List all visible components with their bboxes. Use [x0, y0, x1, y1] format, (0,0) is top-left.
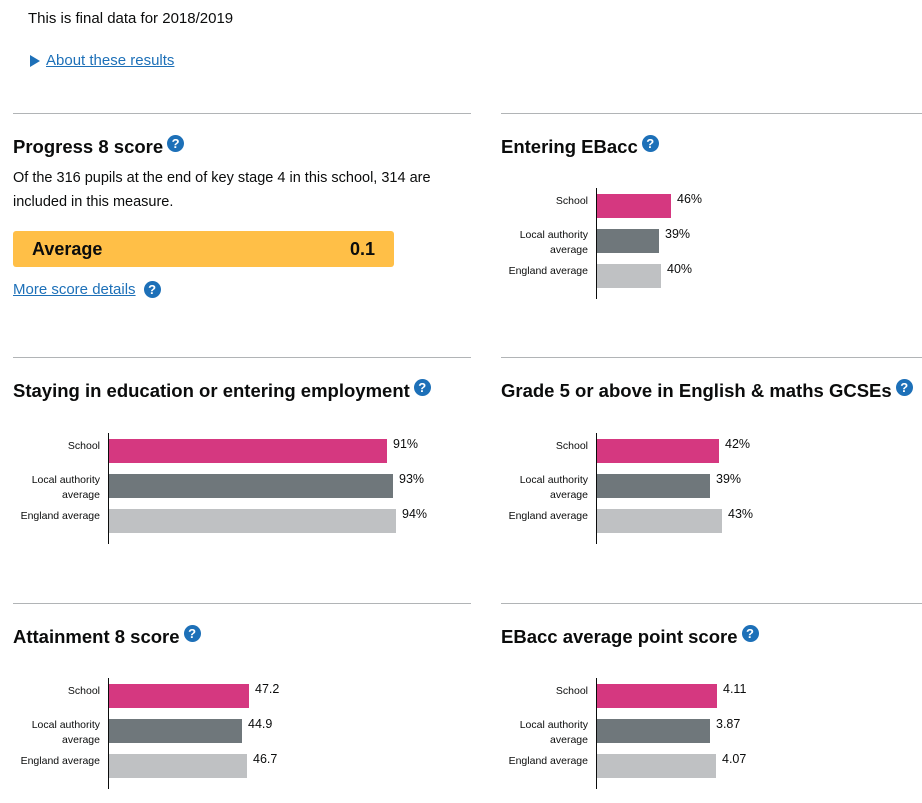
triangle-right-icon: [30, 54, 40, 67]
category-label-local-authority: Local authority average: [519, 229, 588, 256]
more-score-details: More score details ?: [13, 281, 161, 298]
value-label-school: 42%: [725, 437, 751, 451]
panel-staying-education: Staying in education or entering employm…: [13, 357, 471, 578]
category-label-local-authority: Local authority average: [31, 474, 100, 501]
value-label-local-authority: 39%: [665, 227, 691, 241]
progress8-score-band: Average 0.1: [13, 231, 394, 267]
chart-axis: [596, 678, 597, 789]
bar-school: [109, 439, 387, 463]
help-icon[interactable]: ?: [167, 134, 185, 152]
help-icon[interactable]: ?: [741, 624, 759, 642]
bar-local-authority: [597, 719, 710, 743]
value-label-local-authority: 39%: [716, 472, 742, 486]
value-label-england: 43%: [728, 507, 754, 521]
about-results-toggle[interactable]: About these results: [30, 52, 174, 69]
progress8-title: Progress 8 score?: [13, 134, 185, 158]
panel-title: Staying in education or entering employm…: [13, 378, 431, 402]
final-data-note: This is final data for 2018/2019: [28, 10, 234, 27]
panel-grade5: Grade 5 or above in English & maths GCSE…: [501, 357, 922, 578]
category-label-england: England average: [20, 510, 100, 522]
value-label-england: 46.7: [253, 752, 278, 766]
category-label-england: England average: [508, 510, 588, 522]
chart-axis: [108, 678, 109, 789]
category-label-school: School: [555, 195, 588, 207]
help-icon[interactable]: ?: [413, 378, 431, 396]
value-label-school: 91%: [393, 437, 419, 451]
more-score-details-link[interactable]: More score details: [13, 281, 136, 298]
bar-school: [597, 439, 719, 463]
category-label-school: School: [555, 440, 588, 452]
about-results-link[interactable]: About these results: [46, 52, 175, 69]
bar-england: [109, 754, 247, 778]
category-label-local-authority: Local authority average: [31, 719, 100, 746]
help-icon[interactable]: ?: [143, 281, 161, 298]
value-label-local-authority: 3.87: [716, 717, 741, 731]
bar-chart: School 47.2 Local authority average 44.9 Engl…: [13, 678, 463, 798]
value-label-school: 46%: [677, 192, 703, 206]
panel-attainment8: Attainment 8 score? School 47.2 Local auth…: [13, 603, 471, 803]
bar-school: [109, 684, 249, 708]
panel-title: EBacc average point score?: [501, 624, 759, 648]
category-label-england: England average: [20, 755, 100, 767]
progress8-band-label: Average: [32, 239, 103, 259]
bar-local-authority: [597, 474, 710, 498]
panel-ebacc-aps: EBacc average point score? School 4.11 Loc…: [501, 603, 922, 803]
value-label-england: 40%: [667, 262, 693, 276]
help-icon[interactable]: ?: [641, 134, 659, 152]
panel-title: Grade 5 or above in English & maths GCSE…: [501, 378, 913, 402]
category-label-local-authority: Local authority average: [519, 474, 588, 501]
category-label-school: School: [555, 685, 588, 697]
bar-school: [597, 194, 671, 218]
bar-england: [597, 264, 661, 288]
progress8-band-value: 0.1: [349, 239, 375, 259]
chart-axis: [108, 433, 109, 544]
panel-title: Attainment 8 score?: [13, 624, 201, 648]
value-label-school: 47.2: [255, 682, 280, 696]
bar-local-authority: [109, 474, 393, 498]
bar-school: [597, 684, 717, 708]
bar-local-authority: [597, 229, 659, 253]
help-icon[interactable]: ?: [183, 624, 201, 642]
bar-local-authority: [109, 719, 242, 743]
bar-chart: School 46% Local authority average 39% Englan…: [501, 188, 922, 308]
bar-chart: School 4.11 Local authority average 3.87 Engl…: [501, 678, 922, 798]
bar-england: [109, 509, 396, 533]
panel-entering-ebacc: Entering EBacc? School 46% Local authority…: [501, 113, 922, 334]
progress8-panel: Progress 8 score? Of the 316 pupils at t…: [13, 113, 471, 334]
bar-england: [597, 754, 716, 778]
category-label-school: School: [67, 685, 100, 697]
help-icon[interactable]: ?: [895, 378, 913, 396]
category-label-local-authority: Local authority average: [519, 719, 588, 746]
category-label-school: School: [67, 440, 100, 452]
category-label-england: England average: [508, 265, 588, 277]
value-label-school: 4.11: [723, 682, 747, 696]
value-label-local-authority: 93%: [399, 472, 425, 486]
chart-axis: [596, 188, 597, 299]
value-label-england: 4.07: [722, 752, 747, 766]
value-label-local-authority: 44.9: [248, 717, 273, 731]
bar-chart: School 91% Local authority average 93% Englan…: [13, 433, 463, 553]
bar-chart: School 42% Local authority average 39% Englan…: [501, 433, 922, 553]
bar-england: [597, 509, 722, 533]
chart-axis: [596, 433, 597, 544]
progress8-description: Of the 316 pupils at the end of key stag…: [13, 170, 431, 210]
category-label-england: England average: [508, 755, 588, 767]
value-label-england: 94%: [402, 507, 428, 521]
panel-title: Entering EBacc?: [501, 134, 659, 158]
